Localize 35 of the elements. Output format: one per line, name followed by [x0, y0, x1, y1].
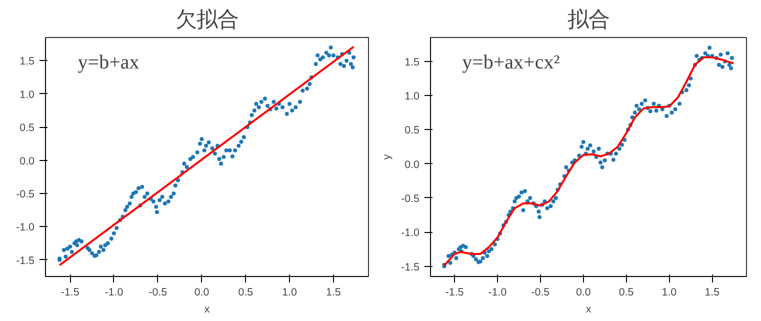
x-tick-label: -0.5	[148, 286, 168, 298]
chart-title: 欠拟合	[176, 8, 238, 32]
x-tick-label: 1.5	[704, 286, 720, 298]
x-tick-label: -1.0	[488, 286, 507, 298]
y-tick-label: -1.0	[16, 222, 35, 234]
x-tick-label: 1.0	[662, 286, 677, 298]
x-tick-label: 0.0	[576, 286, 591, 298]
y-tick-label: 0.0	[20, 155, 35, 168]
y-tick-label: -1.5	[16, 254, 35, 267]
annotation: y=b+ax+cx²	[462, 51, 560, 74]
annotation: y=b+ax	[78, 51, 140, 74]
y-tick-label: 1.0	[20, 88, 35, 101]
x-tick-label: -1.5	[60, 286, 80, 298]
y-tick-label: 1.5	[20, 56, 35, 68]
x-tick-label: 0.5	[238, 286, 254, 298]
x-axis-title: x	[586, 304, 592, 316]
y-tick-label: 0.0	[404, 158, 420, 171]
x-tick-label: 0.0	[194, 286, 210, 298]
x-tick-label: 0.5	[618, 286, 634, 298]
y-tick-label: -1.5	[401, 261, 420, 274]
x-axis-title: x	[204, 304, 210, 316]
y-tick-label: 0.5	[20, 122, 35, 134]
y-tick-label: -0.5	[16, 188, 35, 201]
y-tick-label: -0.5	[401, 192, 420, 205]
x-tick-label: 1.5	[326, 286, 341, 298]
x-tick-label: -1.5	[445, 286, 464, 298]
x-tick-label: 1.0	[282, 286, 297, 298]
chart-title: 拟合	[568, 8, 610, 32]
x-tick-label: -1.0	[104, 286, 124, 298]
y-axis-title: y	[381, 154, 394, 160]
y-tick-label: 0.5	[404, 124, 420, 137]
y-tick-label: 1.5	[404, 56, 420, 68]
y-tick-label: 1.0	[404, 90, 420, 103]
x-tick-label: -0.5	[531, 286, 550, 298]
y-tick-label: -1.0	[401, 227, 420, 240]
